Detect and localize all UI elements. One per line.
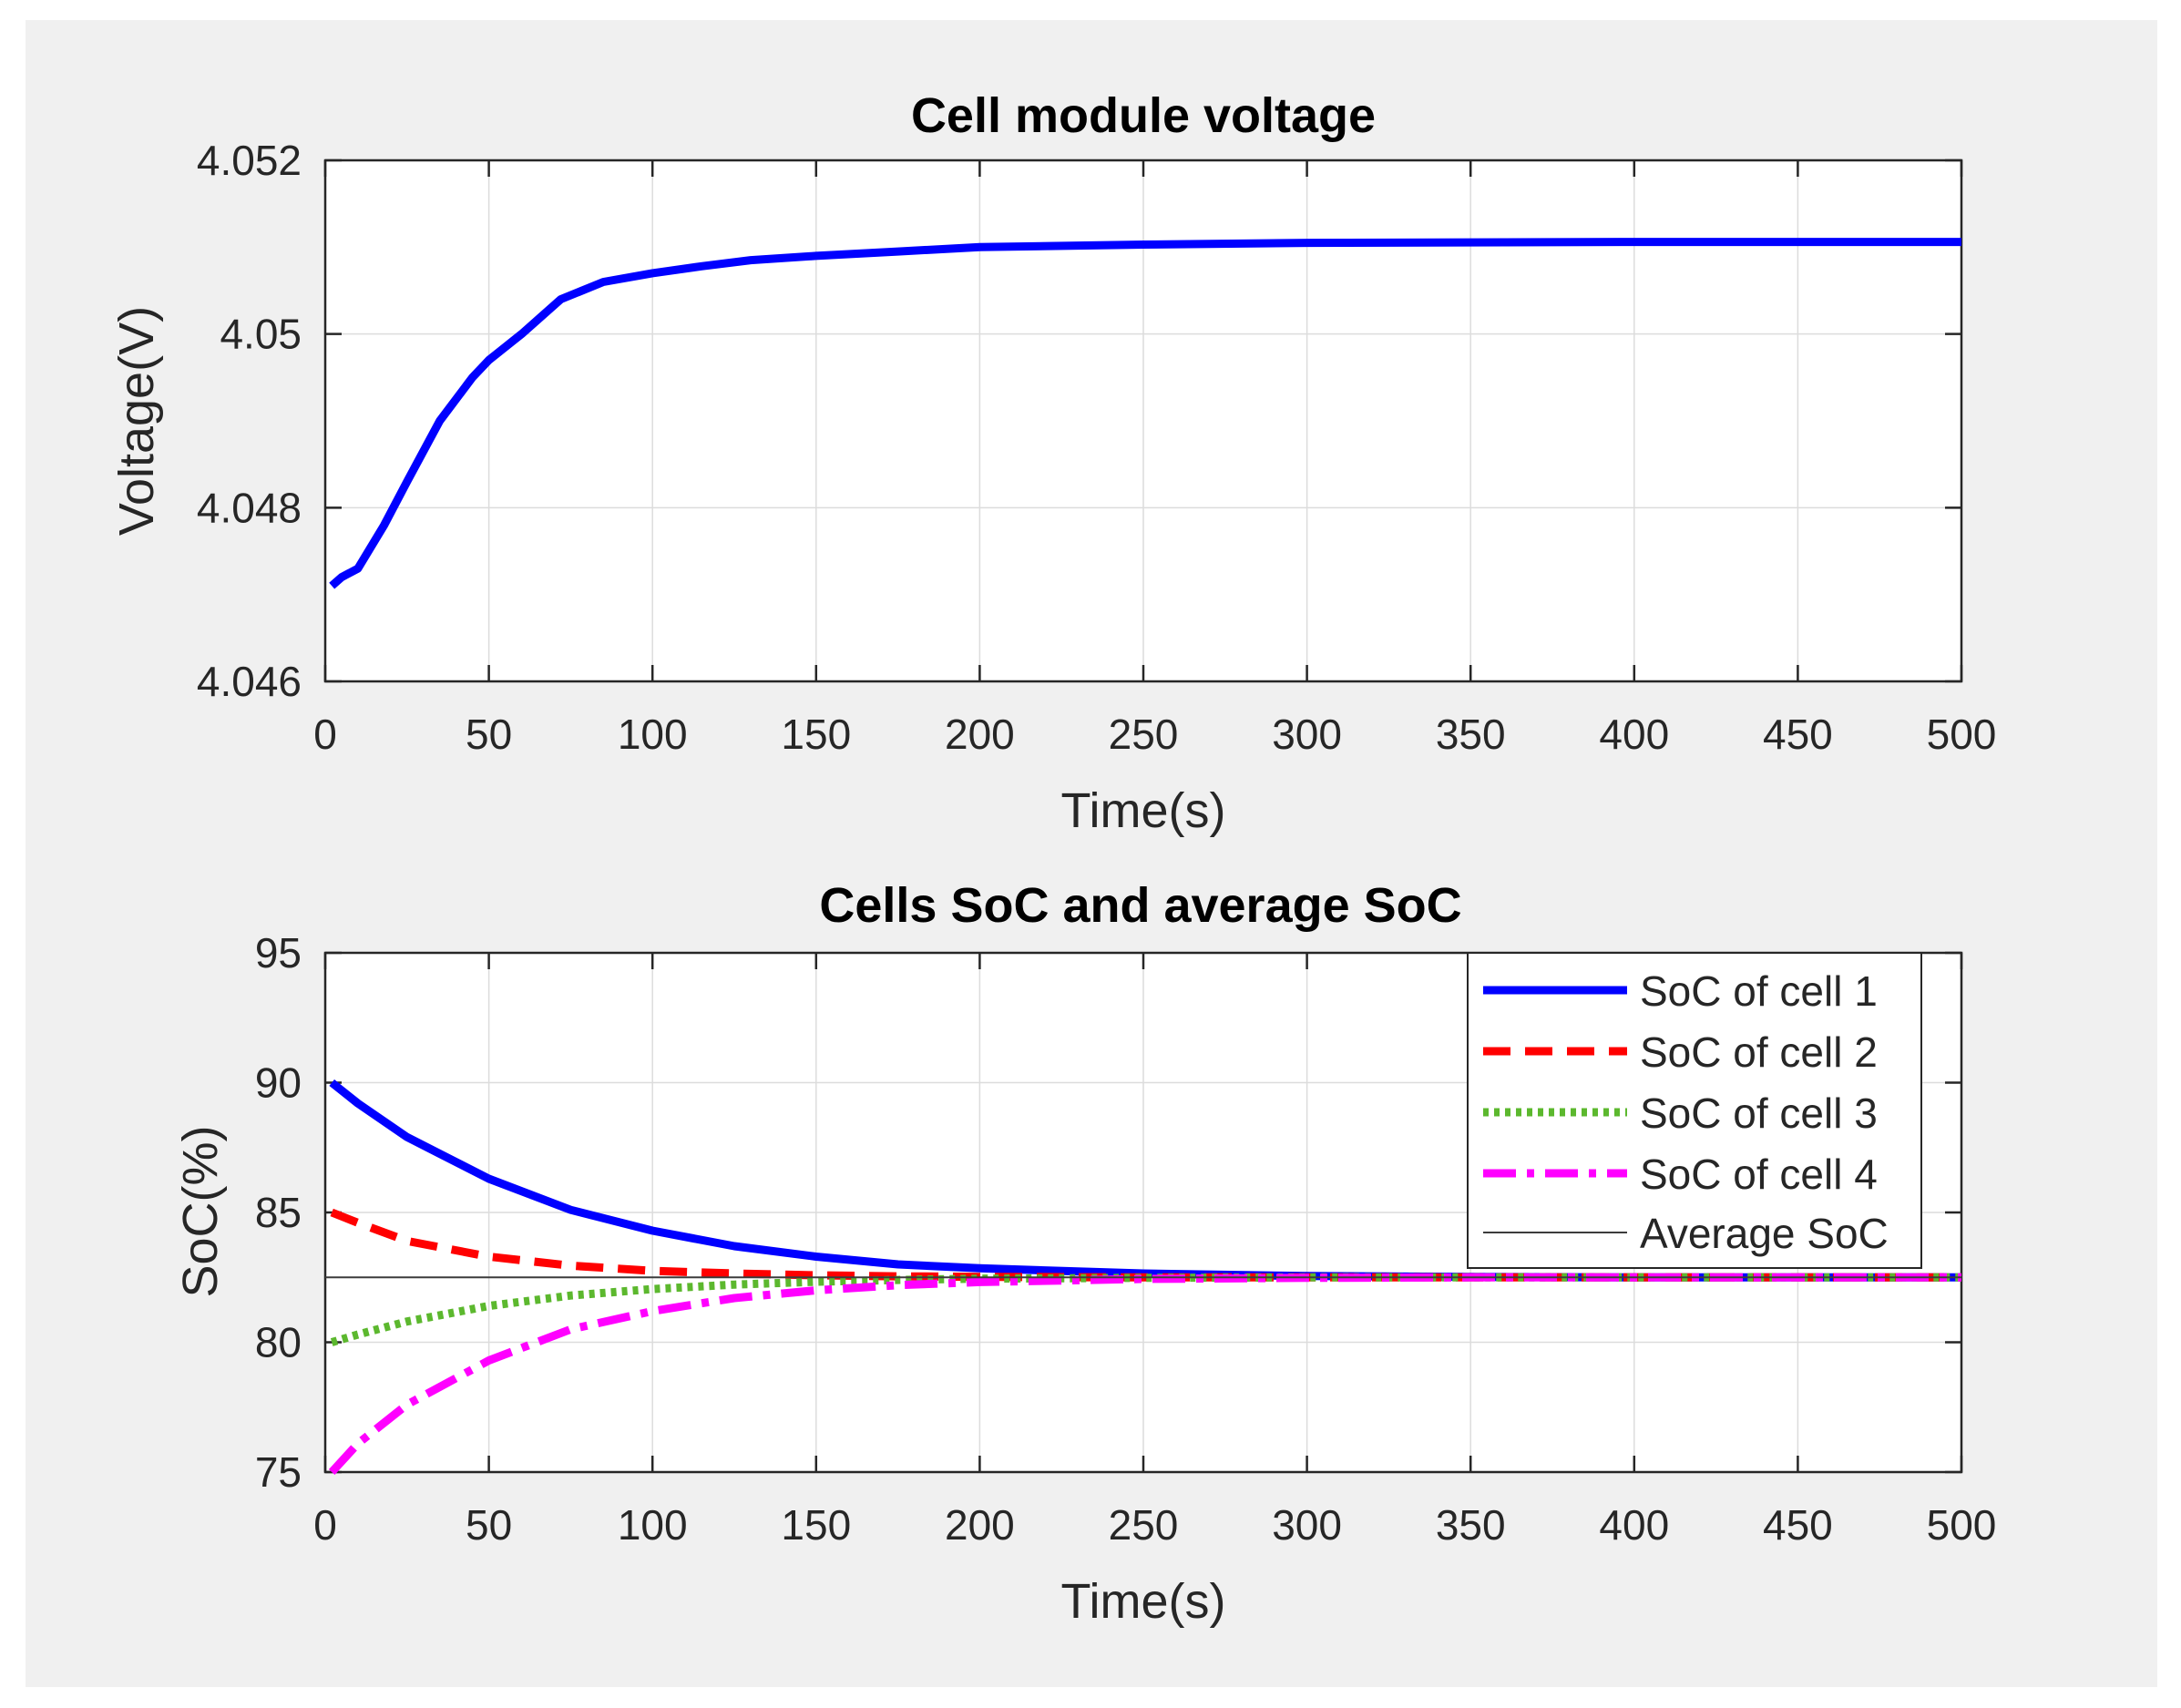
voltage-grid <box>325 160 1961 681</box>
voltage-chart-title: Cell module voltage <box>911 88 1376 143</box>
voltage-y-tick-label: 4.048 <box>197 484 302 531</box>
soc-series-group <box>325 1079 1961 1476</box>
soc-y-tick-label: 85 <box>255 1189 302 1236</box>
soc-y-tick-label: 80 <box>255 1319 302 1366</box>
voltage-x-tick-label: 0 <box>313 711 337 758</box>
soc-y-tick-label: 90 <box>255 1059 302 1107</box>
soc-chart-title: Cells SoC and average SoC <box>819 878 1461 933</box>
voltage-x-tick-label: 450 <box>1763 711 1833 758</box>
legend-label-cell-1: SoC of cell 1 <box>1640 967 1878 1015</box>
legend-label-cell-3: SoC of cell 3 <box>1640 1089 1878 1137</box>
soc-x-tick-label: 150 <box>781 1501 851 1549</box>
voltage-x-tick-label: 250 <box>1109 711 1179 758</box>
soc-x-tick-label: 300 <box>1272 1501 1342 1549</box>
soc-chart: 0 50 100 150 200 250 300 350 400 450 500 75 80 85 90 95… <box>173 878 1996 1629</box>
soc-x-tick-label: 450 <box>1763 1501 1833 1549</box>
voltage-chart: 0 50 100 150 200 250 300 350 400 450 500 4.046 4.048… <box>109 88 1996 838</box>
soc-ticks: 0 50 100 150 200 250 300 350 400 450 500 75 80 85 90 95 <box>255 929 1997 1549</box>
voltage-x-tick-label: 100 <box>618 711 688 758</box>
voltage-x-tick-label: 300 <box>1272 711 1342 758</box>
soc-y-tick-label: 95 <box>255 929 302 977</box>
voltage-y-tick-label: 4.05 <box>220 311 302 358</box>
legend-label-cell-2: SoC of cell 2 <box>1640 1028 1878 1076</box>
soc-legend: SoC of cell 1 SoC of cell 2 SoC of cell … <box>1467 952 1922 1269</box>
voltage-x-tick-label: 150 <box>781 711 851 758</box>
soc-x-tick-label: 400 <box>1599 1501 1669 1549</box>
voltage-y-tick-label: 4.052 <box>197 137 302 184</box>
soc-x-tick-label: 100 <box>618 1501 688 1549</box>
legend-label-average: Average SoC <box>1640 1210 1889 1257</box>
voltage-ticks: 0 50 100 150 200 250 300 350 400 450 500 4.046 4.048… <box>197 137 1997 758</box>
soc-x-tick-label: 0 <box>313 1501 337 1549</box>
soc-y-axis-label: SoC(%) <box>173 1125 228 1297</box>
voltage-x-tick-label: 50 <box>466 711 512 758</box>
soc-x-tick-label: 350 <box>1436 1501 1506 1549</box>
soc-x-tick-label: 250 <box>1109 1501 1179 1549</box>
voltage-x-tick-label: 350 <box>1436 711 1506 758</box>
voltage-series-line-1 <box>329 238 1961 589</box>
voltage-x-tick-label: 400 <box>1599 711 1669 758</box>
legend-label-cell-4: SoC of cell 4 <box>1640 1151 1878 1198</box>
soc-x-tick-label: 200 <box>945 1501 1015 1549</box>
soc-x-axis-label: Time(s) <box>1061 1574 1226 1629</box>
voltage-y-tick-label: 4.046 <box>197 658 302 705</box>
voltage-x-tick-label: 200 <box>945 711 1015 758</box>
voltage-x-tick-label: 500 <box>1927 711 1997 758</box>
soc-x-tick-label: 50 <box>466 1501 512 1549</box>
voltage-x-axis-label: Time(s) <box>1061 783 1226 838</box>
voltage-series-group <box>329 238 1961 589</box>
voltage-y-axis-label: Voltage(V) <box>109 306 164 536</box>
soc-y-tick-label: 75 <box>255 1448 302 1496</box>
soc-x-tick-label: 500 <box>1927 1501 1997 1549</box>
